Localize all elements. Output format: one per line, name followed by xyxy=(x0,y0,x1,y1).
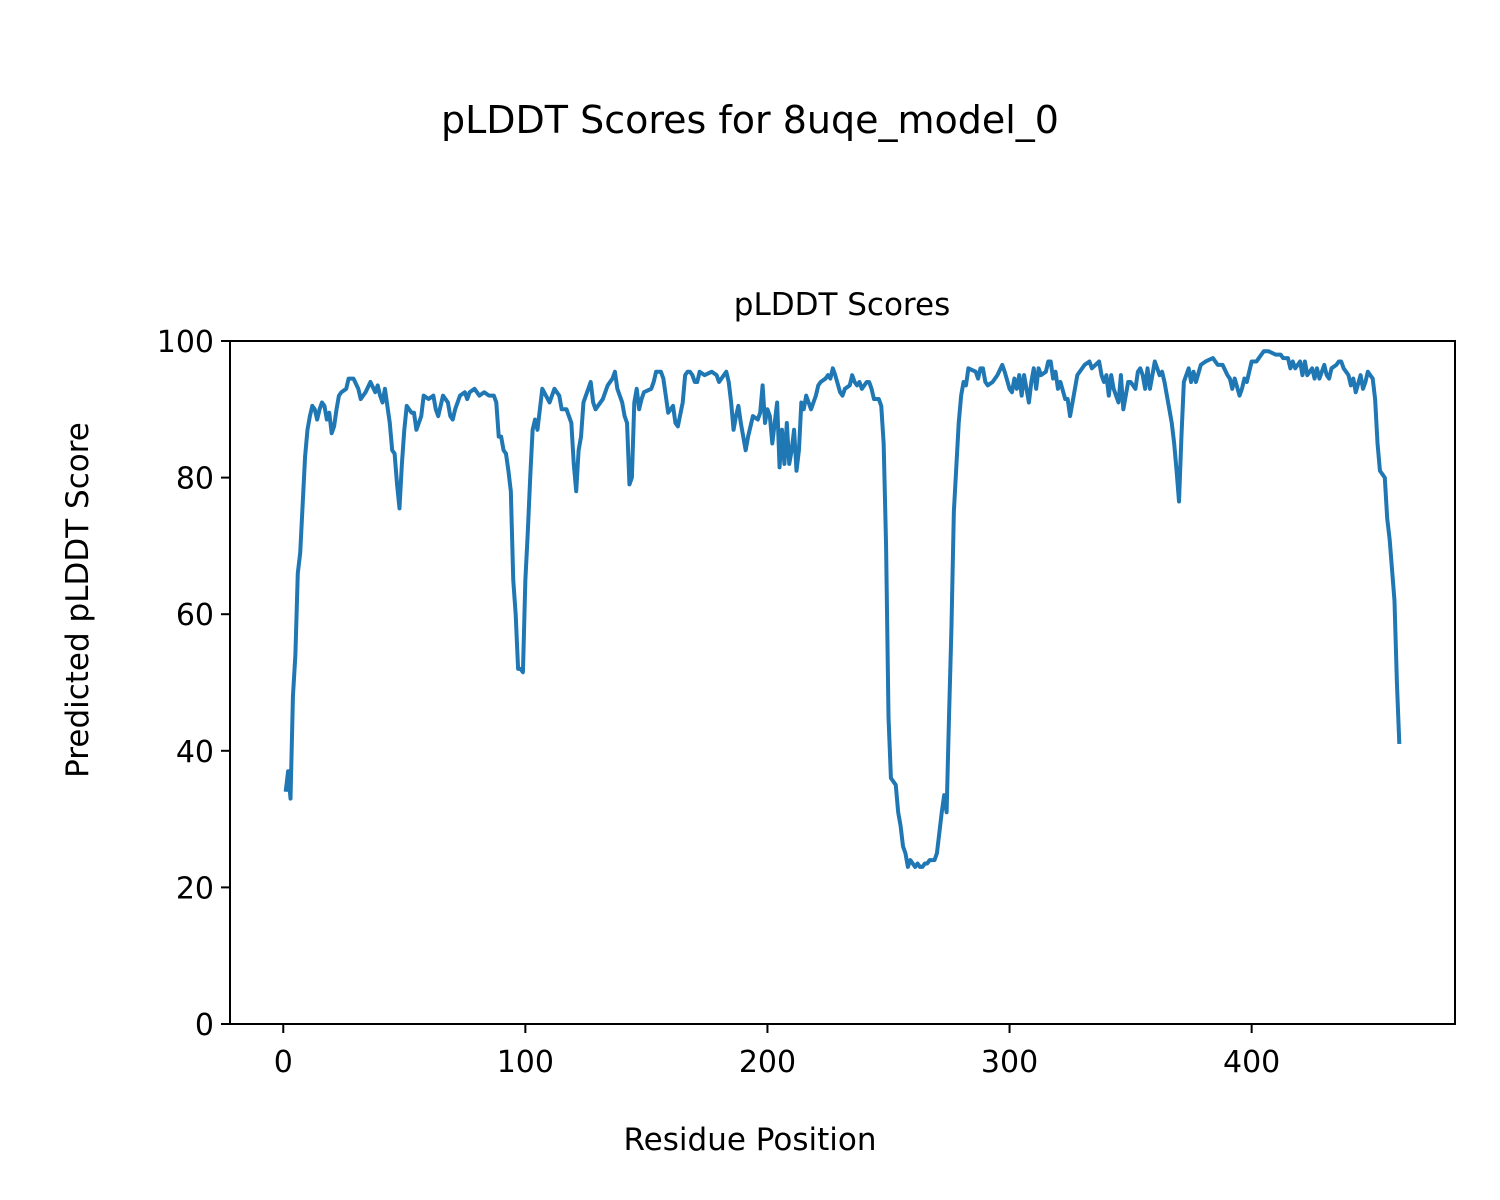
x-axis-label: Residue Position xyxy=(624,1122,877,1158)
axes-title: pLDDT Scores xyxy=(734,287,950,323)
x-tick-label: 300 xyxy=(981,1045,1038,1080)
y-tick-label: 100 xyxy=(157,325,214,360)
x-tick-label: 100 xyxy=(497,1045,554,1080)
y-tick-label: 80 xyxy=(176,462,214,497)
plot-frame xyxy=(229,340,1456,1025)
y-tick-label: 0 xyxy=(195,1008,214,1043)
x-tick-label: 0 xyxy=(274,1045,293,1080)
data-line xyxy=(283,349,1402,869)
y-axis-label: Predicted pLDDT Score xyxy=(60,422,96,778)
y-tick-label: 60 xyxy=(176,598,214,633)
figure-title: pLDDT Scores for 8uqe_model_0 xyxy=(441,98,1059,142)
x-tick-label: 200 xyxy=(739,1045,796,1080)
y-tick-label: 20 xyxy=(176,871,214,906)
y-tick-label: 40 xyxy=(176,735,214,770)
x-tick-label: 400 xyxy=(1223,1045,1280,1080)
